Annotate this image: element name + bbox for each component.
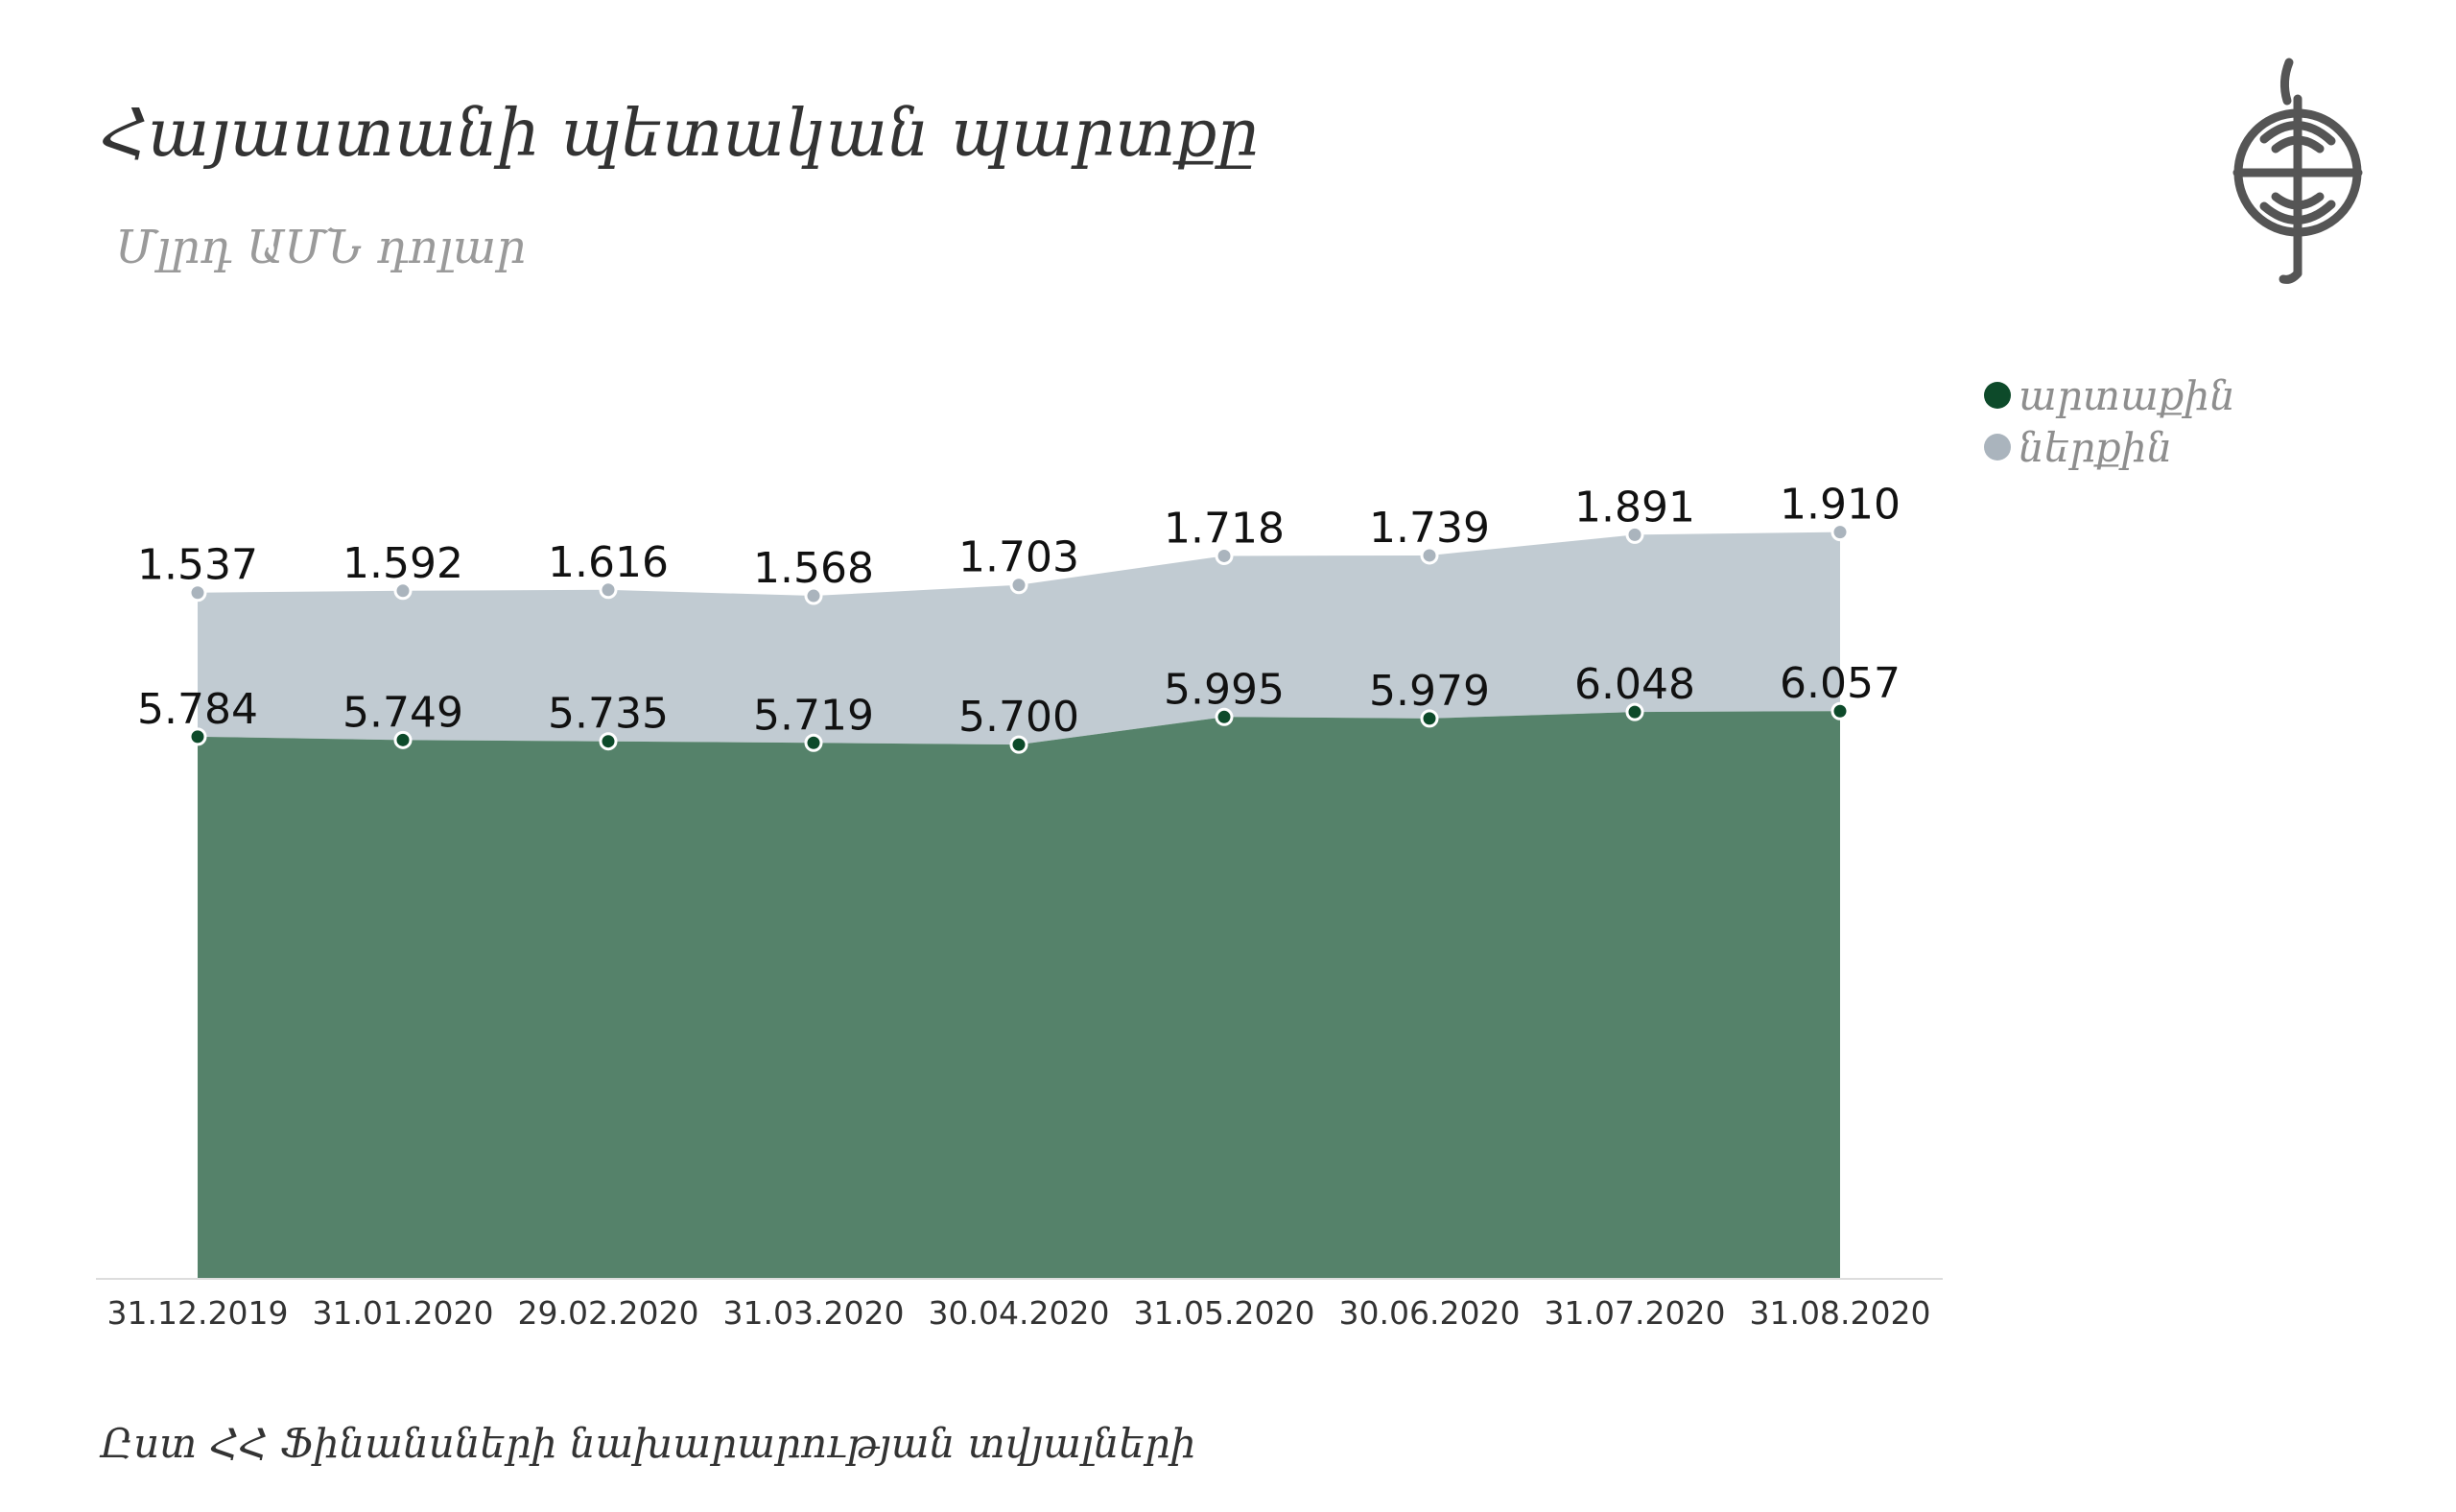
data-label-external: 5.749 [342, 688, 463, 737]
legend: արտաքին ներքին [1984, 369, 2235, 473]
point-domestic [188, 583, 207, 602]
chart-title: Հայաստանի պետական պարտքը [101, 96, 1259, 172]
data-label-domestic: 1.592 [342, 539, 463, 588]
legend-item-domestic: ներքին [1984, 421, 2235, 473]
point-external [1215, 707, 1234, 726]
legend-label-domestic: ներքին [2019, 423, 2173, 471]
data-label-external: 5.735 [548, 690, 669, 739]
data-label-external: 5.979 [1369, 667, 1490, 716]
source-note: Ըստ ՀՀ Ֆինանսների նախարարության տվյալներ… [101, 1420, 1196, 1467]
point-external [599, 732, 618, 751]
point-domestic [393, 581, 413, 601]
data-label-external: 6.048 [1574, 660, 1695, 709]
point-external [804, 733, 823, 752]
logo-icon [2232, 58, 2363, 284]
point-domestic [1830, 523, 1850, 542]
data-label-external: 6.057 [1780, 659, 1901, 708]
point-external [393, 730, 413, 749]
point-domestic [599, 580, 618, 600]
point-external [1420, 709, 1439, 728]
legend-item-external: արտաքին [1984, 369, 2235, 421]
data-label-domestic: 1.616 [548, 538, 669, 587]
data-label-domestic: 1.568 [753, 544, 874, 593]
area-external [198, 711, 1840, 1279]
x-tick-label: 31.01.2020 [313, 1294, 494, 1332]
point-domestic [1009, 576, 1028, 595]
legend-dot-external [1984, 382, 2011, 409]
area-domestic [198, 532, 1840, 745]
point-external [1625, 702, 1644, 721]
x-tick-label: 31.05.2020 [1134, 1294, 1315, 1332]
chart-subtitle: Մլրդ ԱՄՆ դոլար [115, 221, 527, 274]
x-tick-label: 30.06.2020 [1339, 1294, 1521, 1332]
point-external [188, 727, 207, 746]
data-label-external: 5.995 [1164, 665, 1285, 714]
point-domestic [1625, 525, 1644, 544]
data-label-domestic: 1.739 [1369, 504, 1490, 553]
point-domestic [804, 586, 823, 605]
x-tick-label: 31.08.2020 [1750, 1294, 1931, 1332]
data-label-domestic: 1.718 [1164, 504, 1285, 553]
point-external [1009, 735, 1028, 754]
data-label-external: 5.719 [753, 691, 874, 740]
point-domestic [1215, 546, 1234, 565]
point-external [1830, 701, 1850, 721]
x-tick-label: 31.03.2020 [723, 1294, 905, 1332]
data-label-domestic: 1.537 [137, 541, 258, 590]
data-label-external: 5.700 [958, 693, 1079, 742]
x-tick-label: 29.02.2020 [518, 1294, 699, 1332]
x-tick-label: 30.04.2020 [929, 1294, 1110, 1332]
point-domestic [1420, 546, 1439, 565]
x-tick-label: 31.12.2019 [107, 1294, 289, 1332]
data-label-domestic: 1.703 [958, 533, 1079, 582]
data-label-domestic: 1.891 [1574, 483, 1695, 532]
legend-label-external: արտաքին [2019, 371, 2235, 419]
legend-dot-domestic [1984, 434, 2011, 461]
x-tick-label: 31.07.2020 [1545, 1294, 1726, 1332]
data-label-domestic: 1.910 [1780, 481, 1901, 530]
data-label-external: 5.784 [137, 685, 258, 734]
